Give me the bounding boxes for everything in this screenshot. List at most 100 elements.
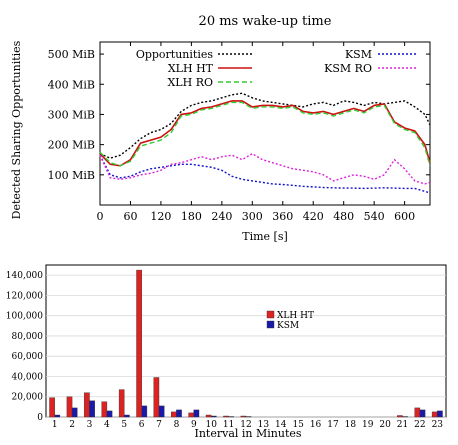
legend-label: XLH RO	[167, 76, 213, 89]
legend-label: Opportunities	[136, 48, 214, 61]
bar-ksm	[106, 410, 113, 418]
series-line-1	[99, 100, 431, 167]
bar-xlh-ht	[118, 389, 125, 418]
bar-ksm	[141, 405, 148, 418]
bars-group	[49, 269, 443, 418]
x-tick-label: 5	[121, 420, 127, 430]
x-tick-label: 15	[292, 420, 304, 430]
x-tick-label: 13	[258, 420, 270, 430]
bar-ksm	[210, 415, 217, 418]
x-tick-label: 360	[272, 210, 293, 223]
y-tick-label: 40,000	[12, 372, 44, 382]
y-axis-label: Detected Sharing Opportunities	[10, 40, 23, 219]
bar-xlh-ht	[188, 412, 195, 418]
x-tick-label: 7	[156, 420, 162, 430]
bar-xlh-ht	[101, 401, 108, 418]
y-tick-label: 100,000	[6, 312, 43, 322]
y-tick-label: 400 MiB	[48, 78, 95, 91]
y-tick-label: 80,000	[12, 332, 44, 342]
bar-xlh-ht	[66, 396, 73, 418]
bar-ksm	[89, 400, 95, 418]
bar-ksm	[419, 409, 426, 418]
bar-ksm	[437, 410, 443, 418]
y-tick-label: 300 MiB	[48, 108, 95, 121]
bar-xlh-ht	[84, 392, 90, 418]
bar-ksm	[71, 407, 78, 418]
x-tick-label: 180	[181, 210, 202, 223]
legend-swatch	[266, 310, 275, 319]
x-tick-label: 240	[211, 210, 232, 223]
legend-swatch	[266, 320, 275, 329]
bar-ksm	[193, 409, 200, 418]
x-tick-label: 120	[150, 210, 171, 223]
y-tick-label: 100 MiB	[48, 169, 95, 182]
bar-xlh-ht	[153, 377, 160, 418]
x-tick-label: 8	[174, 420, 180, 430]
x-tick-label: 480	[333, 210, 354, 223]
x-tick-label: 1	[52, 420, 58, 430]
y-tick-label: 20,000	[12, 393, 44, 403]
x-axis-label: Time [s]	[242, 230, 288, 243]
y-tick-label: 200 MiB	[48, 139, 95, 152]
x-tick-label: 9	[191, 420, 197, 430]
x-tick-label: 3	[87, 420, 93, 430]
x-tick-label: 18	[345, 420, 357, 430]
x-tick-label: 21	[397, 420, 408, 430]
x-tick-label: 11	[223, 420, 234, 430]
y-tick-label: 120,000	[6, 291, 43, 301]
x-tick-label: 4	[104, 420, 110, 430]
y-tick-label: 0	[37, 413, 43, 423]
legend-label: XLH HT	[277, 311, 314, 321]
x-tick-label: 19	[362, 420, 374, 430]
x-tick-label: 60	[123, 210, 137, 223]
plot-frame	[45, 264, 447, 418]
x-tick-label: 0	[97, 210, 104, 223]
x-tick-label: 17	[327, 420, 339, 430]
x-tick-label: 420	[303, 210, 324, 223]
x-tick-label: 14	[275, 420, 287, 430]
x-tick-label: 600	[394, 210, 415, 223]
bar-xlh-ht	[170, 411, 177, 418]
line-chart: 20 ms wake-up time Detected Sharing Oppo…	[10, 14, 431, 243]
bar-ksm	[402, 416, 408, 418]
bar-ksm	[176, 409, 182, 418]
x-tick-label: 2	[69, 420, 75, 430]
bar-ksm	[245, 416, 252, 418]
x-tick-label: 22	[414, 420, 425, 430]
y-tick-label: 500 MiB	[48, 48, 95, 61]
bar-xlh-ht	[431, 411, 438, 418]
x-tick-label: 20	[379, 420, 391, 430]
series-line-0	[99, 92, 431, 159]
x-tick-label: 300	[242, 210, 263, 223]
legend-label: KSM	[345, 48, 372, 61]
series-line-3	[99, 154, 431, 194]
x-tick-label: 10	[205, 420, 217, 430]
x-tick-label: 540	[364, 210, 385, 223]
plot-frame	[99, 41, 431, 206]
x-axis-label: Interval in Minutes	[194, 427, 301, 440]
chart-title: 20 ms wake-up time	[199, 14, 332, 29]
x-tick-label: 12	[240, 420, 251, 430]
bar-xlh-ht	[136, 269, 142, 418]
axis-ticks: 0 20,000 40,000 60,000 80,000 100,000 120,000 1…	[6, 271, 444, 430]
legend-label: XLH HT	[168, 62, 214, 75]
bar-ksm	[228, 416, 235, 418]
series-group	[99, 92, 431, 194]
bar-ksm	[158, 405, 165, 418]
y-tick-label: 140,000	[6, 271, 43, 281]
x-tick-label: 23	[432, 420, 444, 430]
bar-xlh-ht	[223, 415, 229, 418]
x-tick-label: 16	[310, 420, 322, 430]
series-line-2	[99, 101, 431, 167]
bar-ksm	[124, 414, 130, 418]
series-line-4	[99, 152, 431, 185]
bar-xlh-ht	[414, 407, 421, 418]
bar-chart: Interval in Minutes 0 20,000 40,000 60,000 8…	[6, 264, 447, 440]
bar-xlh-ht	[49, 397, 55, 418]
bar-xlh-ht	[397, 415, 403, 418]
bar-xlh-ht	[240, 415, 247, 418]
y-tick-label: 60,000	[12, 352, 44, 362]
